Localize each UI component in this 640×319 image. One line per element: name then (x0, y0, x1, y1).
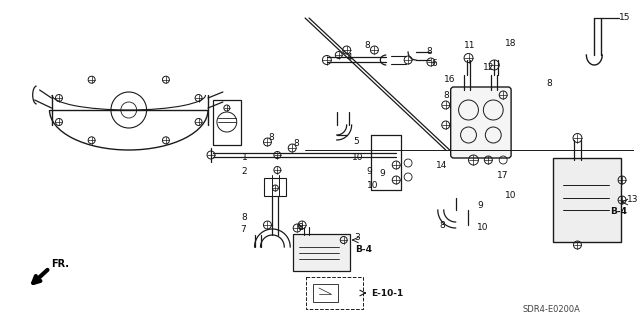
Bar (264, 178, 286, 196)
Text: 8: 8 (440, 220, 445, 229)
Text: E-10-1: E-10-1 (371, 288, 404, 298)
Text: 6: 6 (432, 58, 438, 68)
Text: 15: 15 (619, 12, 630, 21)
Text: 10: 10 (477, 224, 489, 233)
Text: 17: 17 (497, 170, 509, 180)
Text: 7: 7 (241, 226, 246, 234)
Text: 5: 5 (354, 137, 360, 146)
Text: 10: 10 (505, 190, 516, 199)
Text: 4: 4 (347, 53, 352, 62)
Bar (213, 100, 241, 145)
Text: B-4: B-4 (610, 207, 627, 217)
Text: 8: 8 (426, 48, 431, 56)
Text: 8: 8 (293, 138, 299, 147)
Text: 8: 8 (242, 213, 248, 222)
Text: 8: 8 (444, 91, 449, 100)
Text: SDR4-E0200A: SDR4-E0200A (523, 306, 581, 315)
FancyBboxPatch shape (451, 87, 511, 158)
Text: 8: 8 (268, 133, 274, 143)
Text: 8: 8 (297, 224, 303, 233)
Text: 10: 10 (367, 182, 378, 190)
Text: 3: 3 (355, 233, 360, 241)
Text: 9: 9 (367, 167, 372, 176)
Text: 8: 8 (365, 41, 371, 49)
FancyBboxPatch shape (553, 158, 621, 242)
Text: 8: 8 (547, 78, 552, 87)
Text: 10: 10 (351, 152, 363, 161)
Text: 11: 11 (463, 41, 475, 49)
Text: 9: 9 (380, 169, 385, 179)
Text: 16: 16 (444, 76, 455, 85)
Bar (313, 284, 338, 302)
FancyBboxPatch shape (293, 234, 349, 271)
Text: FR.: FR. (51, 259, 70, 269)
Text: 13: 13 (627, 196, 639, 204)
Text: 9: 9 (477, 201, 483, 210)
Text: 2: 2 (242, 167, 247, 176)
Text: 1: 1 (242, 152, 248, 161)
Text: 12: 12 (483, 63, 495, 72)
Text: B-4: B-4 (356, 246, 372, 255)
Text: 18: 18 (505, 39, 516, 48)
Text: 14: 14 (436, 160, 447, 169)
